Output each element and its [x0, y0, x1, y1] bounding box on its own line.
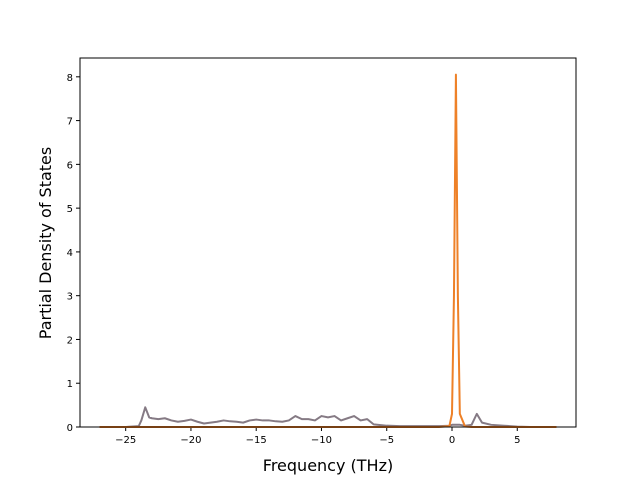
x-tick-label: −5	[379, 435, 394, 446]
y-tick-label: 2	[67, 335, 73, 346]
x-tick-label: −10	[311, 435, 332, 446]
y-tick-label: 3	[67, 292, 73, 303]
y-tick-label: 5	[67, 204, 73, 215]
x-tick-label: −15	[246, 435, 267, 446]
y-tick-label: 0	[67, 423, 73, 434]
y-tick-label: 7	[67, 117, 73, 128]
plot-frame	[79, 57, 577, 428]
x-tick-label: −25	[115, 435, 136, 446]
x-tick-label: 0	[449, 435, 455, 446]
x-tick-label: −20	[180, 435, 201, 446]
y-tick-label: 1	[67, 379, 73, 390]
y-axis-label: Partial Density of States	[36, 147, 55, 339]
x-axis-label: Frequency (THz)	[263, 456, 393, 475]
data-line	[99, 406, 557, 428]
data-line	[99, 73, 557, 428]
y-tick-label: 6	[67, 160, 73, 171]
y-tick-label: 8	[67, 73, 73, 84]
x-tick-label: 5	[514, 435, 520, 446]
y-tick-label: 4	[67, 248, 73, 259]
